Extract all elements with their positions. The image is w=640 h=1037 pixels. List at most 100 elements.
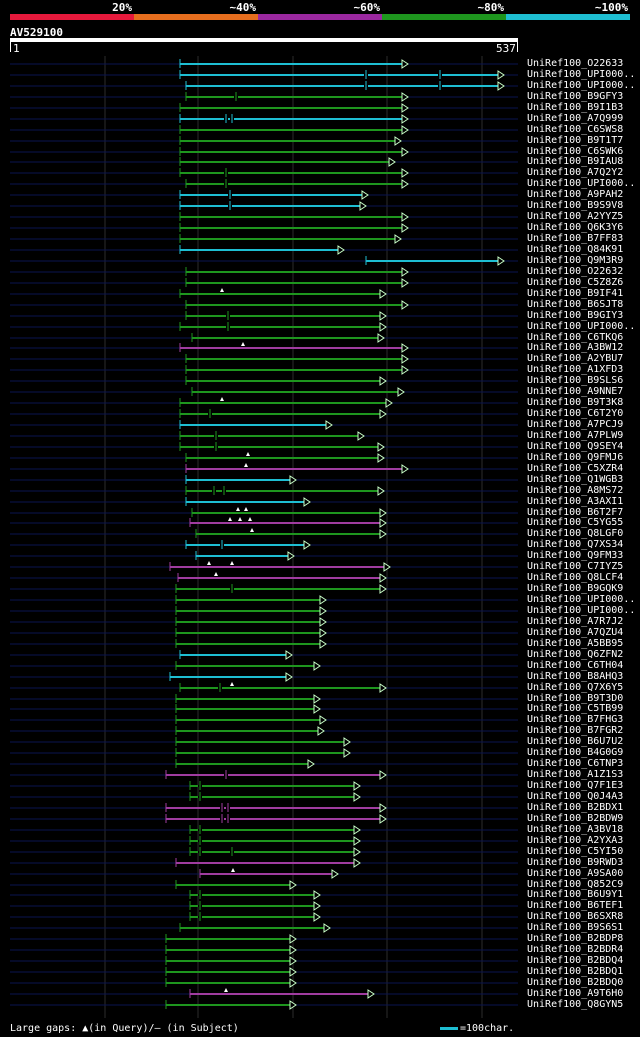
hit-label[interactable]: UniRef100_B6U9Y1 bbox=[527, 889, 624, 900]
hit-label[interactable]: UniRef100_A7Q999 bbox=[527, 113, 624, 124]
hit-label[interactable]: UniRef100_Q9FM33 bbox=[527, 550, 624, 561]
hit-label[interactable]: UniRef100_Q8LGF0 bbox=[527, 528, 624, 539]
hit-label[interactable]: UniRef100_B2BDX1 bbox=[527, 802, 624, 813]
hit-label[interactable]: UniRef100_B2BDQ4 bbox=[527, 955, 624, 966]
hit-label[interactable]: UniRef100_O22632 bbox=[527, 266, 624, 277]
hit-label[interactable]: UniRef100_B9T3D0 bbox=[527, 693, 624, 704]
hit-label[interactable]: UniRef100_A7R7J2 bbox=[527, 616, 624, 627]
hit-label[interactable]: UniRef100_B4G0G9 bbox=[527, 747, 624, 758]
hit-label[interactable]: UniRef100_A8MS72 bbox=[527, 485, 624, 496]
query-gap-marker bbox=[228, 517, 232, 521]
hit-label[interactable]: UniRef100_Q0J4A3 bbox=[527, 791, 624, 802]
hit-end-arrow bbox=[289, 1000, 297, 1010]
hit-label[interactable]: UniRef100_UPI000.. bbox=[527, 178, 636, 189]
hit-end-arrow bbox=[289, 967, 297, 977]
hit-label[interactable]: UniRef100_B6T2F7 bbox=[527, 507, 624, 518]
hit-label[interactable]: UniRef100_UPI000.. bbox=[527, 605, 636, 616]
hit-label[interactable]: UniRef100_A7Q2Y2 bbox=[527, 167, 624, 178]
hit-label[interactable]: UniRef100_B9I1B3 bbox=[527, 102, 624, 113]
query-gap-marker bbox=[241, 342, 245, 346]
hit-label[interactable]: UniRef100_C5XZR4 bbox=[527, 463, 624, 474]
hit-label[interactable]: UniRef100_C6T2Y0 bbox=[527, 408, 624, 419]
hit-label[interactable]: UniRef100_C6SWK6 bbox=[527, 146, 624, 157]
hit-label[interactable]: UniRef100_Q1WGB3 bbox=[527, 474, 624, 485]
hit-label[interactable]: UniRef100_B9GIY3 bbox=[527, 310, 624, 321]
hit-end-arrow bbox=[319, 715, 327, 725]
hit-end-arrow bbox=[353, 836, 361, 846]
hit-label[interactable]: UniRef100_C6TH04 bbox=[527, 660, 624, 671]
hit-label[interactable]: UniRef100_A9SA00 bbox=[527, 868, 624, 879]
hit-end-arrow bbox=[353, 858, 361, 868]
hit-label[interactable]: UniRef100_C5Z8Z6 bbox=[527, 277, 624, 288]
query-gap-marker bbox=[224, 988, 228, 992]
hit-label[interactable]: UniRef100_A7PCJ9 bbox=[527, 419, 624, 430]
hit-label[interactable]: UniRef100_A9PAH2 bbox=[527, 189, 624, 200]
hit-label[interactable]: UniRef100_C5YI50 bbox=[527, 846, 624, 857]
hit-label[interactable]: UniRef100_A5BB95 bbox=[527, 638, 624, 649]
hit-label[interactable]: UniRef100_Q8LCF4 bbox=[527, 572, 624, 583]
hit-label[interactable]: UniRef100_UPI000.. bbox=[527, 594, 636, 605]
hit-label[interactable]: UniRef100_A9NNE7 bbox=[527, 386, 624, 397]
hit-label[interactable]: UniRef100_B9S9V8 bbox=[527, 200, 624, 211]
hit-label[interactable]: UniRef100_B2BDP8 bbox=[527, 933, 624, 944]
hit-label[interactable]: UniRef100_B9T1T7 bbox=[527, 135, 624, 146]
hit-label[interactable]: UniRef100_B2BDW9 bbox=[527, 813, 624, 824]
hit-label[interactable]: UniRef100_B6SJT8 bbox=[527, 299, 624, 310]
hit-label[interactable]: UniRef100_A3BV18 bbox=[527, 824, 624, 835]
hit-label[interactable]: UniRef100_B9IAU8 bbox=[527, 156, 624, 167]
hit-label[interactable]: UniRef100_B7FF83 bbox=[527, 233, 624, 244]
hit-label[interactable]: UniRef100_B2BDQ0 bbox=[527, 977, 624, 988]
hit-label[interactable]: UniRef100_A1Z1S3 bbox=[527, 769, 624, 780]
hit-label[interactable]: UniRef100_Q6ZFN2 bbox=[527, 649, 624, 660]
hit-label[interactable]: UniRef100_B9GQK9 bbox=[527, 583, 624, 594]
hit-label[interactable]: UniRef100_Q7X6Y5 bbox=[527, 682, 624, 693]
hit-label[interactable]: UniRef100_Q9M3R9 bbox=[527, 255, 624, 266]
hit-label[interactable]: UniRef100_B7FHG3 bbox=[527, 714, 624, 725]
hit-label[interactable]: UniRef100_A2YBU7 bbox=[527, 353, 624, 364]
hit-label[interactable]: UniRef100_B9IF41 bbox=[527, 288, 624, 299]
hit-label[interactable]: UniRef100_B7FGR2 bbox=[527, 725, 624, 736]
hit-label[interactable]: UniRef100_C6TKQ6 bbox=[527, 332, 624, 343]
hit-label[interactable]: UniRef100_B9GFY3 bbox=[527, 91, 624, 102]
hit-label[interactable]: UniRef100_Q8GYN5 bbox=[527, 999, 624, 1010]
hit-label[interactable]: UniRef100_Q852C9 bbox=[527, 879, 624, 890]
hit-label[interactable]: UniRef100_Q9FMJ6 bbox=[527, 452, 624, 463]
hit-label[interactable]: UniRef100_B2BDQ1 bbox=[527, 966, 624, 977]
hit-label[interactable]: UniRef100_B6SXR8 bbox=[527, 911, 624, 922]
hit-label[interactable]: UniRef100_Q9SEY4 bbox=[527, 441, 624, 452]
hit-label[interactable]: UniRef100_B9SLS6 bbox=[527, 375, 624, 386]
hit-label[interactable]: UniRef100_UPI000.. bbox=[527, 69, 636, 80]
hit-label[interactable]: UniRef100_C6SWS8 bbox=[527, 124, 624, 135]
hit-label[interactable]: UniRef100_A3AXI1 bbox=[527, 496, 624, 507]
legend-segment bbox=[258, 14, 382, 20]
hit-label[interactable]: UniRef100_Q6K3Y6 bbox=[527, 222, 624, 233]
hit-label[interactable]: UniRef100_B2BDR4 bbox=[527, 944, 624, 955]
hit-label[interactable]: UniRef100_C7IYZ5 bbox=[527, 561, 624, 572]
hit-label[interactable]: UniRef100_B9T3K8 bbox=[527, 397, 624, 408]
hit-label[interactable]: UniRef100_C5TB99 bbox=[527, 703, 624, 714]
hit-end-arrow bbox=[285, 650, 293, 660]
hit-label[interactable]: UniRef100_A3BW12 bbox=[527, 342, 624, 353]
hit-label[interactable]: UniRef100_Q7F1E3 bbox=[527, 780, 624, 791]
hit-label[interactable]: UniRef100_B6TEF1 bbox=[527, 900, 624, 911]
hit-label[interactable]: UniRef100_C5YG55 bbox=[527, 517, 624, 528]
hit-label[interactable]: UniRef100_B8AHQ3 bbox=[527, 671, 624, 682]
hit-label[interactable]: UniRef100_Q7XS34 bbox=[527, 539, 624, 550]
hit-label[interactable]: UniRef100_A7QZU4 bbox=[527, 627, 624, 638]
hit-label[interactable]: UniRef100_A7PLW9 bbox=[527, 430, 624, 441]
hit-end-arrow bbox=[379, 376, 387, 386]
hit-label[interactable]: UniRef100_A2YXA3 bbox=[527, 835, 624, 846]
hit-label[interactable]: UniRef100_Q84K91 bbox=[527, 244, 624, 255]
hit-label[interactable]: UniRef100_A1XFD3 bbox=[527, 364, 624, 375]
hit-label[interactable]: UniRef100_B6U7U2 bbox=[527, 736, 624, 747]
hit-label[interactable]: UniRef100_B9S6S1 bbox=[527, 922, 624, 933]
hit-label[interactable]: UniRef100_A9T6H0 bbox=[527, 988, 624, 999]
hit-label[interactable]: UniRef100_UPI000.. bbox=[527, 321, 636, 332]
hit-label[interactable]: UniRef100_C6TNP3 bbox=[527, 758, 624, 769]
hit-label[interactable]: UniRef100_UPI000.. bbox=[527, 80, 636, 91]
hit-end-arrow bbox=[313, 694, 321, 704]
hit-label[interactable]: UniRef100_A2YYZ5 bbox=[527, 211, 624, 222]
hit-label[interactable]: UniRef100_O22633 bbox=[527, 58, 624, 69]
query-ruler bbox=[10, 38, 518, 42]
hit-label[interactable]: UniRef100_B9RWD3 bbox=[527, 857, 624, 868]
